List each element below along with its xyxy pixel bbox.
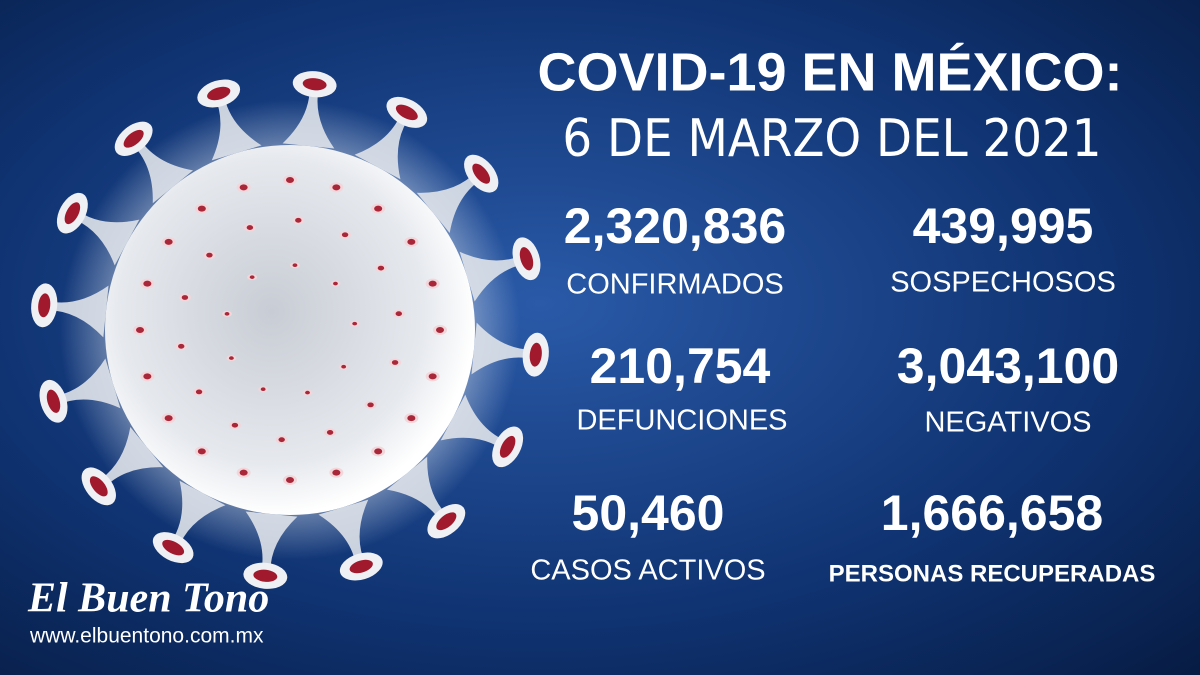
virus-part (377, 265, 385, 271)
virus-part (260, 387, 266, 392)
virus-part (197, 448, 206, 455)
virus-part (292, 263, 298, 267)
stat-value: 439,995 (913, 198, 1094, 254)
virus-part (332, 469, 341, 476)
stat-label: DEFUNCIONES (576, 405, 787, 437)
virus-part (349, 559, 373, 574)
virus-part (318, 499, 369, 568)
virus-part (436, 327, 444, 333)
virus-part (326, 430, 334, 435)
stat-label: NEGATIVOS (924, 407, 1091, 439)
virus-part (391, 360, 399, 365)
virus-part (162, 539, 185, 556)
virus-part (436, 512, 457, 531)
virus-part (211, 92, 262, 161)
virus-part (332, 184, 341, 191)
virus-part (374, 448, 383, 455)
stat-value: 2,320,836 (564, 198, 786, 254)
stat-value: 1,666,658 (881, 485, 1103, 541)
virus-part (129, 135, 194, 204)
virus-part (143, 373, 152, 380)
virus-part (386, 456, 451, 525)
virus-part (181, 295, 189, 300)
virus-part (428, 373, 437, 380)
virus-part (143, 280, 152, 287)
title: COVID-19 EN MÉXICO: (537, 42, 1122, 102)
stat-label: SOSPECHOSOS (890, 267, 1116, 299)
virus-part (207, 86, 231, 101)
stat-label: PERSONAS RECUPERADAS (829, 560, 1156, 587)
virus-part (89, 476, 108, 497)
virus-part (43, 285, 109, 338)
virus-part (302, 78, 327, 91)
virus-part (95, 426, 164, 491)
virus-part (305, 390, 310, 395)
virus-part (197, 205, 206, 212)
virus-part (224, 312, 230, 316)
virus-part (239, 184, 248, 191)
virus-part (352, 321, 358, 326)
virus-part (195, 389, 203, 395)
virus-part (164, 415, 173, 422)
virus-part (374, 205, 383, 212)
virus-part (407, 238, 416, 245)
virus-part (286, 477, 294, 483)
virus-part (245, 511, 298, 577)
virus-illustration (31, 71, 549, 589)
virus-part (459, 251, 528, 302)
virus-part (341, 232, 349, 238)
stat-value: 210,754 (590, 338, 771, 394)
virus-part (354, 110, 412, 180)
virus-part (428, 280, 437, 287)
virus-part (249, 275, 255, 279)
virus-part (416, 169, 485, 234)
virus-part (407, 415, 416, 422)
date: 6 DE MARZO DEL 2021 (562, 109, 1101, 169)
virus-part (231, 422, 239, 428)
virus-part (168, 480, 226, 550)
virus-part (253, 569, 278, 582)
virus-part (178, 343, 185, 349)
virus-part (341, 364, 347, 369)
virus-part (471, 322, 537, 375)
virus-part (472, 163, 491, 184)
stat-value: 3,043,100 (897, 338, 1119, 394)
virus-part (499, 435, 516, 458)
virus-part (529, 342, 542, 367)
brand-url: www.elbuentono.com.mx (29, 625, 264, 648)
virus-part (239, 469, 248, 476)
virus-part (46, 389, 61, 413)
virus-part (395, 311, 402, 317)
virus-part (295, 217, 302, 223)
brand-name: El Buen Tono (27, 576, 269, 622)
virus-part (286, 177, 294, 183)
virus-part (228, 356, 234, 360)
virus-part (136, 327, 144, 333)
stat-label: CASOS ACTIVOS (530, 555, 765, 587)
virus-part (105, 145, 475, 515)
virus-part (70, 208, 140, 266)
virus-part (519, 247, 534, 271)
virus-part (123, 129, 144, 148)
virus-part (333, 281, 338, 286)
virus-part (206, 252, 213, 258)
virus-part (246, 225, 254, 230)
stat-value: 50,460 (572, 485, 725, 541)
virus-part (38, 293, 51, 318)
virus-part (52, 358, 121, 409)
virus-part (395, 104, 418, 121)
virus-part (64, 202, 81, 225)
stat-label: CONFIRMADOS (566, 269, 784, 301)
virus-part (367, 402, 374, 408)
virus-part (164, 238, 173, 245)
virus-part (440, 394, 510, 452)
virus-part (278, 437, 285, 443)
virus-part (282, 83, 335, 149)
